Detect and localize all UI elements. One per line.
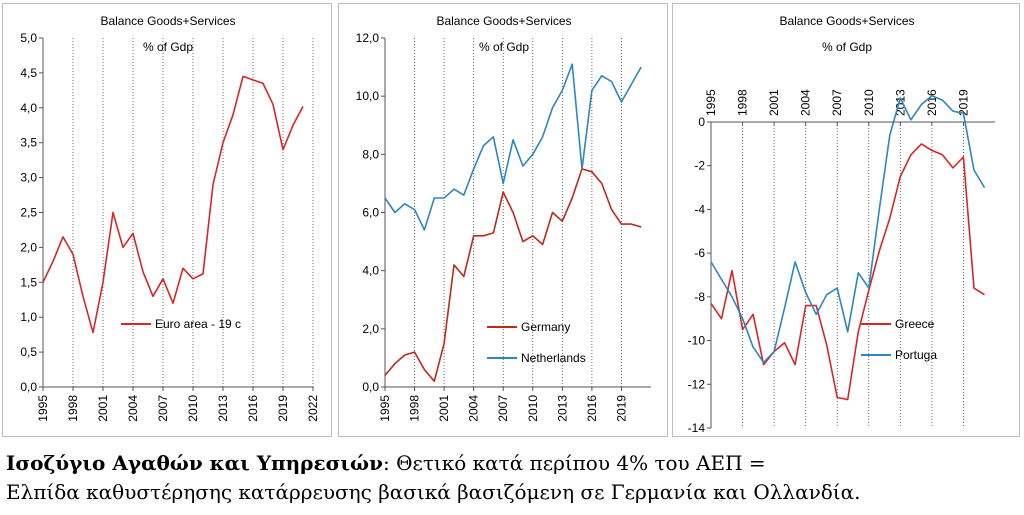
germany-netherlands-chart: Balance Goods+Services % of Gdp 0,0 2,0 4,0 6… bbox=[356, 14, 651, 422]
caption: Ισοζύγιο Αγαθών και Υπηρεσιών: Θετικό κα… bbox=[6, 449, 1018, 507]
x-tick-label: 2019 bbox=[956, 89, 970, 116]
y-tick-label: -8 bbox=[694, 290, 705, 304]
x-tick-label: 2016 bbox=[246, 395, 260, 422]
caption-rest: : Θετικό κατά περίπου 4% του ΑΕΠ = bbox=[382, 451, 766, 475]
legend-label: Portuga bbox=[895, 348, 937, 362]
series-line-greece bbox=[710, 143, 985, 401]
y-tick-label: -4 bbox=[694, 202, 705, 216]
y-tick-label: 4,5 bbox=[20, 66, 37, 80]
x-tick-label: 2016 bbox=[925, 89, 939, 116]
y-tick-label: 1,5 bbox=[20, 275, 37, 289]
x-tick-label: 2007 bbox=[496, 395, 510, 422]
x-tick-label: 1995 bbox=[36, 395, 50, 422]
y-tick-label: 0 bbox=[698, 115, 705, 129]
y-tick-label: 0,0 bbox=[20, 380, 37, 394]
chart-panel-euro-area: Balance Goods+Services % of Gdp 0,0 0,5 1,0 1… bbox=[2, 3, 332, 437]
x-tick-label: 2001 bbox=[96, 395, 110, 422]
legend-label: Greece bbox=[895, 317, 935, 331]
legend-label: Germany bbox=[521, 320, 570, 334]
chart-subtitle: % of Gdp bbox=[143, 40, 193, 54]
x-tick-label: 2007 bbox=[830, 89, 844, 116]
y-tick-label: 4,0 bbox=[20, 101, 37, 115]
y-tick-label: -2 bbox=[694, 159, 705, 173]
y-tick-label: 5,0 bbox=[20, 31, 37, 45]
caption-line-1: Ισοζύγιο Αγαθών και Υπηρεσιών: Θετικό κα… bbox=[6, 449, 1018, 478]
y-tick-label: 0,0 bbox=[362, 380, 379, 394]
y-tick-label: 2,0 bbox=[20, 240, 37, 254]
series-line-germany bbox=[384, 168, 642, 383]
y-tick-label: 1,0 bbox=[20, 310, 37, 324]
x-tick-label: 1995 bbox=[378, 395, 392, 422]
y-tick-label: 6,0 bbox=[362, 206, 379, 220]
series-line-netherlands bbox=[384, 63, 642, 231]
y-tick-label: 0,5 bbox=[20, 345, 37, 359]
x-tick-label: 2001 bbox=[437, 395, 451, 422]
legend-label: Netherlands bbox=[521, 351, 586, 365]
chart-panel-greece-portugal: Balance Goods+Services % of Gdp 0 -2 -4 -6 -8 -… bbox=[672, 3, 1020, 437]
series-line-portuga bbox=[710, 95, 986, 364]
chart-title: Balance Goods+Services bbox=[779, 14, 914, 28]
y-tick-label: 3,0 bbox=[20, 171, 37, 185]
y-tick-label: 8,0 bbox=[362, 147, 379, 161]
series-line-euro-area-19-c bbox=[42, 75, 304, 334]
x-tick-label: 2013 bbox=[893, 89, 907, 116]
x-tick-label: 1998 bbox=[408, 395, 422, 422]
x-tick-label: 2010 bbox=[862, 89, 876, 116]
caption-line-2: Ελπίδα καθυστέρησης κατάρρευσης βασικά β… bbox=[6, 480, 861, 504]
x-tick-label: 2010 bbox=[186, 395, 200, 422]
x-tick-label: 2004 bbox=[467, 395, 481, 422]
chart-panel-germany-netherlands: Balance Goods+Services % of Gdp 0,0 2,0 4,0 6… bbox=[338, 3, 668, 437]
x-tick-label: 1995 bbox=[704, 89, 718, 116]
y-tick-label: 3,5 bbox=[20, 136, 37, 150]
greece-portugal-chart: Balance Goods+Services % of Gdp 0 -2 -4 -6 -8 -… bbox=[688, 14, 995, 435]
y-tick-label: 2,0 bbox=[362, 322, 379, 336]
caption-bold: Ισοζύγιο Αγαθών και Υπηρεσιών bbox=[6, 451, 383, 475]
x-tick-label: 2004 bbox=[799, 89, 813, 116]
legend-label: Euro area - 19 c bbox=[155, 317, 241, 331]
x-tick-label: 2013 bbox=[555, 395, 569, 422]
euro-area-chart: Balance Goods+Services % of Gdp 0,0 0,5 1,0 1… bbox=[20, 14, 320, 422]
x-tick-label: 2001 bbox=[767, 89, 781, 116]
x-tick-label: 1998 bbox=[66, 395, 80, 422]
chart-title: Balance Goods+Services bbox=[436, 14, 571, 28]
x-tick-label: 1998 bbox=[736, 89, 750, 116]
x-tick-label: 2007 bbox=[156, 395, 170, 422]
x-tick-label: 2016 bbox=[585, 395, 599, 422]
chart-title: Balance Goods+Services bbox=[100, 14, 235, 28]
y-tick-label: -10 bbox=[688, 334, 706, 348]
x-tick-label: 2010 bbox=[526, 395, 540, 422]
y-tick-label: 10,0 bbox=[356, 89, 380, 103]
x-tick-label: 2013 bbox=[216, 395, 230, 422]
y-tick-label: -6 bbox=[694, 246, 705, 260]
y-tick-label: -14 bbox=[688, 421, 706, 435]
x-tick-label: 2004 bbox=[126, 395, 140, 422]
x-tick-label: 2022 bbox=[306, 395, 320, 422]
chart-subtitle: % of Gdp bbox=[822, 40, 872, 54]
x-tick-label: 2019 bbox=[614, 395, 628, 422]
y-tick-label: 4,0 bbox=[362, 264, 379, 278]
chart-subtitle: % of Gdp bbox=[479, 40, 529, 54]
y-tick-label: -12 bbox=[688, 377, 706, 391]
x-tick-label: 2019 bbox=[276, 395, 290, 422]
y-tick-label: 2,5 bbox=[20, 206, 37, 220]
y-tick-label: 12,0 bbox=[356, 31, 380, 45]
